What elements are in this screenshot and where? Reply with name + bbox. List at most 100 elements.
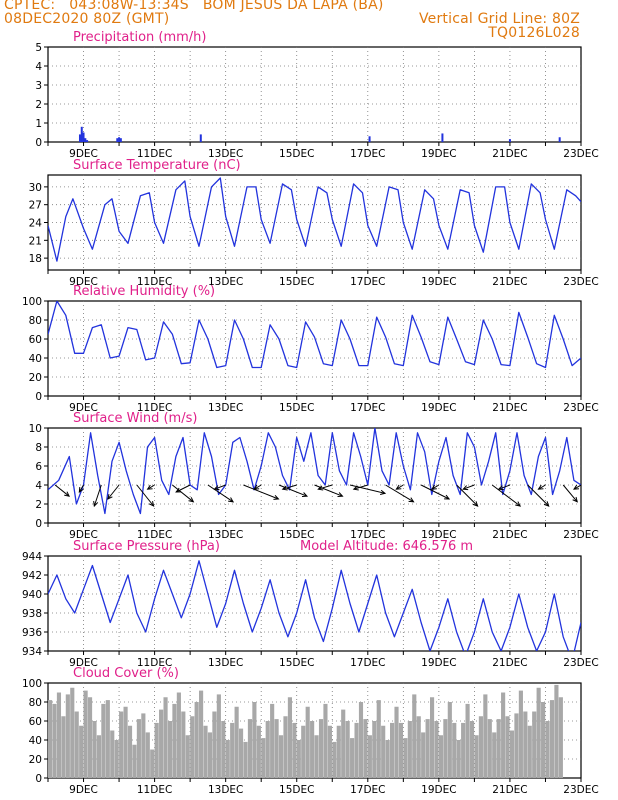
panel-title: Precipitation (mm/h) bbox=[73, 30, 206, 45]
cloud-bar bbox=[381, 725, 386, 778]
y-tick-label: 27 bbox=[29, 200, 42, 212]
panel-title: Surface Pressure (hPa) bbox=[73, 539, 220, 554]
cloud-bar bbox=[483, 694, 488, 778]
y-tick-label: 21 bbox=[29, 235, 42, 247]
wind-vector bbox=[214, 484, 226, 490]
cloud-bar bbox=[429, 697, 435, 778]
x-tick-label: 23DEC bbox=[563, 402, 598, 414]
cloud-bar bbox=[363, 719, 368, 778]
wind-vector-head bbox=[146, 484, 153, 490]
cloud-bar bbox=[136, 719, 141, 778]
x-tick-label: 21DEC bbox=[492, 148, 527, 160]
y-tick-label: 60 bbox=[29, 334, 42, 346]
cloud-bar bbox=[332, 741, 337, 778]
y-tick-label: 2 bbox=[35, 499, 42, 511]
x-tick-label: 11DEC bbox=[137, 784, 172, 796]
wind-vector-head bbox=[430, 484, 437, 490]
x-tick-label: 23DEC bbox=[563, 657, 598, 669]
wind-vector-head bbox=[573, 484, 580, 490]
wind-vector-head bbox=[281, 485, 288, 491]
cloud-bar bbox=[305, 706, 310, 778]
x-tick-label: 19DEC bbox=[421, 276, 456, 288]
cloud-bar bbox=[199, 690, 204, 778]
wind-vector-head bbox=[175, 487, 182, 493]
cloud-bar bbox=[376, 700, 381, 778]
wind-vector-head bbox=[408, 497, 415, 503]
cloud-bar bbox=[554, 684, 559, 778]
x-tick-label: 23DEC bbox=[563, 529, 598, 541]
wind-vector bbox=[147, 484, 155, 490]
cloud-bar bbox=[407, 721, 412, 778]
cloud-bar bbox=[105, 700, 110, 778]
cloud-bar bbox=[238, 728, 244, 778]
cloud-bar bbox=[252, 702, 257, 778]
wind-vector bbox=[78, 484, 84, 493]
x-tick-label: 15DEC bbox=[279, 148, 314, 160]
wind-vector bbox=[456, 484, 478, 507]
y-tick-label: 940 bbox=[22, 589, 42, 601]
wind-vector bbox=[107, 484, 120, 500]
cloud-bar bbox=[87, 697, 93, 778]
wind-vector bbox=[463, 484, 475, 490]
cloud-bar bbox=[536, 687, 541, 778]
cloud-bar bbox=[509, 730, 515, 778]
y-tick-label: 934 bbox=[22, 646, 42, 658]
x-tick-label: 21DEC bbox=[492, 784, 527, 796]
cloud-bar bbox=[367, 735, 372, 778]
y-tick-label: 3 bbox=[35, 80, 42, 92]
x-tick-label: 17DEC bbox=[350, 276, 385, 288]
x-tick-label: 11DEC bbox=[137, 657, 172, 669]
cloud-bar bbox=[487, 719, 492, 778]
cloud-bar bbox=[350, 738, 355, 778]
header-datetime: 08DEC2020 80Z (GMT) bbox=[4, 11, 170, 27]
wind-vector-head bbox=[188, 497, 195, 503]
cloud-bar bbox=[181, 711, 186, 778]
cloud-bar bbox=[190, 716, 195, 778]
wind-vector-head bbox=[273, 494, 280, 500]
precip-bar bbox=[368, 136, 371, 142]
wind-vector-head bbox=[444, 494, 451, 500]
cloud-bar bbox=[558, 697, 563, 778]
x-tick-label: 19DEC bbox=[421, 657, 456, 669]
wind-vector-head bbox=[497, 485, 504, 491]
cloud-bar bbox=[221, 721, 226, 778]
cloud-bar bbox=[96, 735, 101, 778]
y-tick-label: 936 bbox=[22, 627, 42, 639]
cloud-bar bbox=[354, 722, 359, 778]
cloud-bar bbox=[310, 721, 315, 778]
cloud-bar bbox=[141, 713, 146, 778]
precip-bar bbox=[84, 138, 87, 142]
wind-vector bbox=[538, 484, 546, 490]
precip-bar bbox=[82, 132, 85, 142]
panel-precipitation: 0 1 2 3 4 5 9DEC 11DEC 13DEC 15DEC 17DEC 19DEC 21DEC… bbox=[35, 30, 598, 160]
x-tick-label: 9DEC bbox=[69, 276, 98, 288]
cloud-bar bbox=[545, 721, 550, 778]
cloud-bar bbox=[501, 692, 506, 778]
x-tick-label: 13DEC bbox=[208, 784, 243, 796]
y-tick-label: 944 bbox=[22, 551, 42, 563]
cloud-bar bbox=[230, 722, 235, 778]
x-tick-label: 11DEC bbox=[137, 402, 172, 414]
cloud-bar bbox=[474, 735, 479, 778]
cloud-bar bbox=[172, 703, 177, 778]
cloud-bar bbox=[345, 721, 350, 778]
cloud-bar bbox=[541, 702, 546, 778]
cloud-bar bbox=[318, 719, 324, 778]
cloud-bar bbox=[496, 719, 501, 778]
y-tick-label: 40 bbox=[29, 353, 42, 365]
cloud-bar bbox=[390, 722, 395, 778]
cloud-bar bbox=[301, 725, 306, 778]
cloud-bar bbox=[243, 741, 248, 778]
wind-vector-head bbox=[78, 486, 84, 493]
cloud-bar bbox=[372, 721, 377, 778]
cloud-bar bbox=[256, 725, 261, 778]
cloud-bar bbox=[127, 725, 133, 778]
x-tick-label: 9DEC bbox=[69, 529, 98, 541]
y-tick-label: 5 bbox=[35, 42, 42, 54]
y-tick-label: 0 bbox=[35, 773, 42, 785]
cloud-bar bbox=[518, 690, 523, 778]
x-tick-label: 15DEC bbox=[279, 657, 314, 669]
wind-vector-head bbox=[572, 496, 578, 503]
x-tick-label: 9DEC bbox=[69, 657, 98, 669]
cloud-bar bbox=[394, 706, 399, 778]
